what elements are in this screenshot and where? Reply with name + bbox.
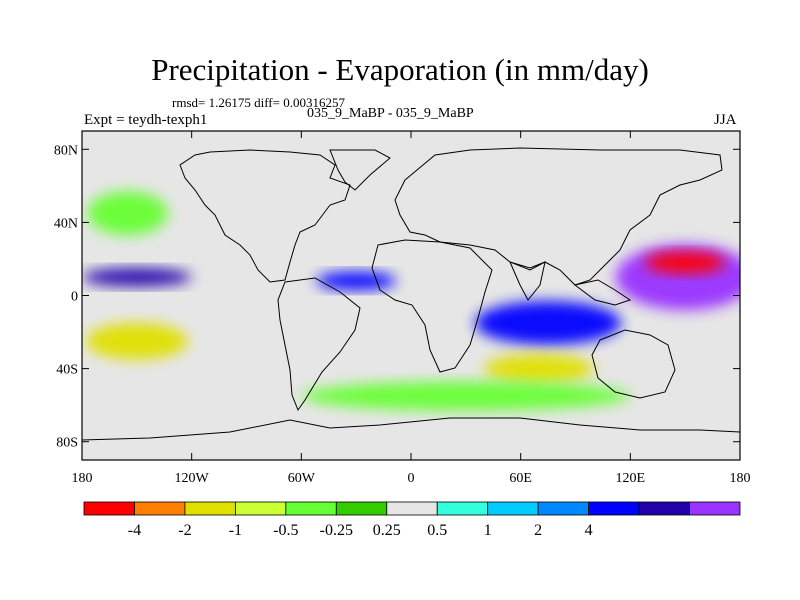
colorbar-label: -2 bbox=[178, 522, 191, 539]
coastline-antarctica bbox=[82, 417, 740, 460]
lon-tick-label: 120E bbox=[616, 471, 646, 486]
colorbar-swatch bbox=[335, 501, 388, 516]
case-label: 035_9_MaBP - 035_9_MaBP bbox=[307, 106, 474, 121]
colorbar-swatch bbox=[689, 501, 741, 516]
colorbar-label: -1 bbox=[229, 522, 242, 539]
region-south-indian-yellow bbox=[484, 353, 594, 384]
colorbar-label: 1 bbox=[484, 522, 492, 539]
lat-tick-label: 0 bbox=[71, 290, 78, 305]
colorbar-swatch bbox=[487, 501, 539, 516]
coastline-africa bbox=[371, 239, 493, 373]
stats-text: rmsd= 1.26175 diff= 0.00316257 bbox=[172, 95, 345, 110]
colorbar-label: 2 bbox=[534, 522, 542, 539]
colorbar-label: -0.25 bbox=[320, 522, 353, 539]
anomaly-regions bbox=[82, 191, 740, 411]
colorbar-swatch bbox=[588, 501, 640, 516]
coastline-greenland bbox=[329, 149, 391, 191]
colorbar-label: -0.5 bbox=[273, 522, 298, 539]
colorbar-swatch bbox=[386, 501, 438, 516]
coastline-australia bbox=[591, 329, 676, 399]
coastline-south-america bbox=[277, 277, 361, 412]
lon-tick-label: 60E bbox=[509, 471, 532, 486]
lon-tick-label: 180 bbox=[72, 471, 93, 486]
lon-tick-label: 60W bbox=[288, 471, 316, 486]
colorbar-label: 4 bbox=[585, 522, 593, 539]
region-south-pacific-yellow bbox=[85, 322, 189, 360]
region-west-pacific-red bbox=[644, 251, 726, 274]
coastline-eurasia bbox=[394, 147, 723, 286]
coastline-india bbox=[509, 261, 546, 301]
colorbar-swatch bbox=[234, 501, 287, 516]
lat-tick-label: 40N bbox=[54, 216, 78, 231]
colorbar-swatch bbox=[285, 501, 337, 516]
coastlines bbox=[82, 147, 740, 460]
coastline-se-asia bbox=[573, 279, 632, 306]
lat-tick-label: 80S bbox=[56, 436, 78, 451]
region-north-pacific-green bbox=[87, 191, 168, 236]
lon-tick-label: 180 bbox=[730, 471, 751, 486]
colorbar: -4 -2 -1 -0.5 -0.25 0.25 0.5 1 2 4 bbox=[83, 501, 741, 539]
colorbar-swatch bbox=[134, 501, 186, 516]
season-label: JJA bbox=[714, 112, 737, 128]
experiment-label: Expt = teydh-texph1 bbox=[84, 112, 208, 128]
lat-tick-label: 80N bbox=[54, 143, 78, 158]
colorbar-label: -4 bbox=[128, 522, 141, 539]
region-south-ocean-green bbox=[301, 381, 631, 411]
colorbar-swatch bbox=[638, 501, 690, 516]
colorbar-label: 0.25 bbox=[373, 522, 401, 539]
colorbar-swatch bbox=[436, 501, 489, 516]
region-indian-ocean-south-blue bbox=[474, 300, 622, 345]
region-itcz-atlantic bbox=[315, 271, 397, 291]
plot-title: Precipitation - Evaporation (in mm/day) bbox=[151, 52, 649, 87]
coastline-north-america bbox=[179, 149, 351, 283]
colorbar-swatch bbox=[184, 501, 236, 516]
colorbar-swatch bbox=[537, 501, 590, 516]
lon-tick-label: 120W bbox=[175, 471, 210, 486]
colorbar-label: 0.5 bbox=[427, 522, 447, 539]
region-itcz-east-pacific bbox=[82, 268, 192, 287]
lat-tick-label: 40S bbox=[56, 363, 78, 378]
lon-tick-label: 0 bbox=[408, 471, 415, 486]
field-layer bbox=[82, 131, 740, 460]
axis-ticks: 80N 40N 0 40S 80S 180 120W 60W 0 60E 120E 180 bbox=[54, 131, 751, 486]
colorbar-swatch bbox=[83, 501, 135, 516]
